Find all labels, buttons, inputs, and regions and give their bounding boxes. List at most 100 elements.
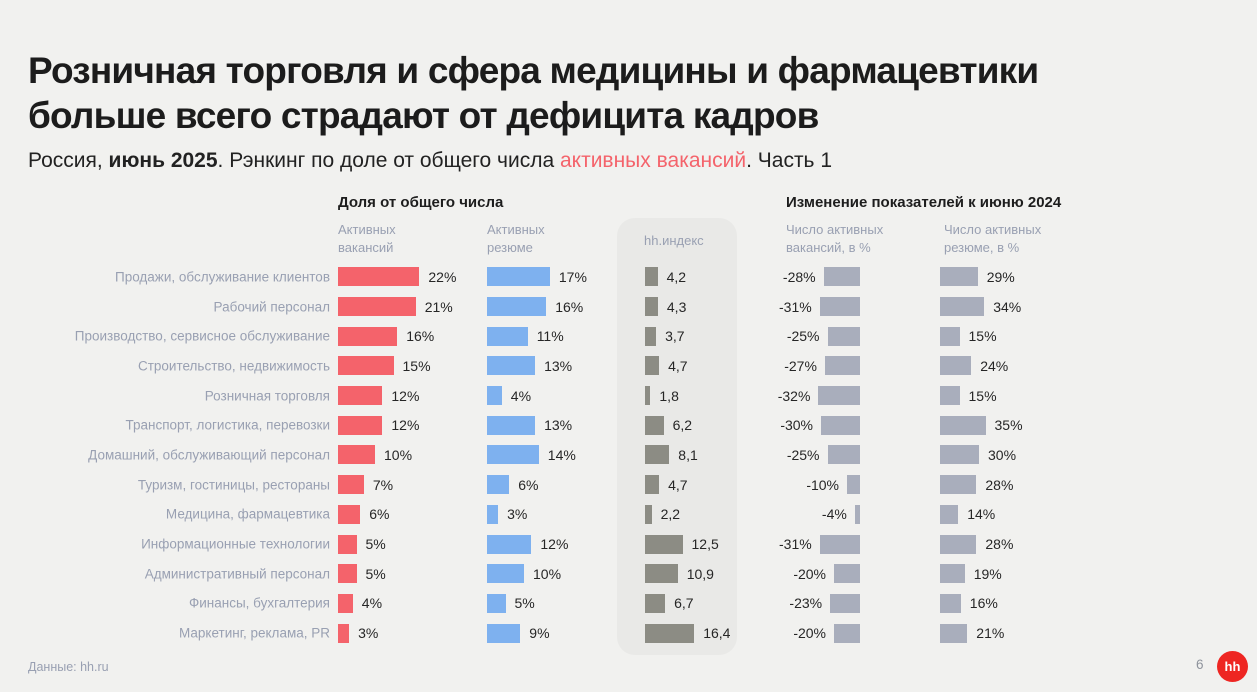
change-resumes-bar — [940, 564, 965, 584]
hh-logo-text: hh — [1224, 659, 1241, 674]
hh-index-bar — [645, 504, 652, 524]
hh-index-value: 6,7 — [674, 595, 694, 612]
resumes-value: 13% — [544, 357, 573, 374]
change-resumes-value: 35% — [994, 417, 1023, 434]
change-vacancies-bar — [821, 415, 860, 435]
vacancies-bar — [338, 623, 350, 643]
category-label: Транспорт, логистика, перевозки — [125, 417, 330, 433]
subtitle-accent: активных вакансий — [559, 149, 747, 172]
vacancies-share-cell: 16% — [338, 321, 434, 351]
hh-index-value: 6,2 — [672, 417, 693, 434]
hh-index-cell: 4,3 — [645, 292, 686, 322]
page-title-line1: Розничная торговля и сфера медицины и фа… — [28, 50, 1039, 91]
resumes-bar — [487, 326, 528, 346]
change-resumes-bar — [940, 297, 985, 317]
resumes-share-cell: 16% — [487, 292, 583, 322]
change-vacancies-bar — [854, 504, 860, 524]
chart-row: Продажи, обслуживание клиентов 22% 17% 4,2 -… — [0, 262, 1257, 292]
change-resumes-bar — [940, 475, 977, 495]
chart-row: Строительство, недвижимость 15% 13% 4,7 -27%… — [0, 351, 1257, 381]
change-vacancies-value: -31% — [779, 536, 812, 553]
resumes-bar — [487, 297, 547, 317]
chart-rows: Продажи, обслуживание клиентов 22% 17% 4,2 -… — [0, 262, 1257, 648]
resumes-bar — [487, 534, 532, 554]
change-vacancies-cell: -25% — [680, 321, 860, 351]
resumes-value: 9% — [529, 625, 550, 642]
subtitle-date: июнь 2025 — [108, 149, 218, 172]
vacancies-value: 4% — [361, 595, 383, 612]
data-source: Данные: hh.ru — [28, 660, 109, 674]
change-vacancies-bar — [824, 356, 860, 376]
vacancies-share-cell: 12% — [338, 410, 419, 440]
hh-index-bar — [645, 475, 660, 495]
category-label: Туризм, гостиницы, рестораны — [137, 477, 330, 493]
hh-index-cell: 12,5 — [645, 529, 719, 559]
resumes-share-cell: 10% — [487, 559, 561, 589]
hh-index-cell: 1,8 — [645, 381, 679, 411]
chart-row: Домашний, обслуживающий персонал 10% 14% 8,… — [0, 440, 1257, 470]
column-header-change-resumes: Число активных резюме, в % — [944, 222, 1042, 255]
change-resumes-value: 34% — [993, 298, 1022, 315]
hh-index-value: 12,5 — [691, 536, 719, 553]
vacancies-share-cell: 7% — [338, 470, 393, 500]
category-label: Домашний, обслуживающий персонал — [88, 447, 330, 463]
resumes-bar — [487, 267, 550, 287]
hh-index-bar — [645, 386, 651, 406]
change-resumes-cell: 14% — [940, 500, 995, 530]
resumes-bar — [487, 475, 510, 495]
vacancies-value: 12% — [391, 387, 420, 404]
change-resumes-bar — [940, 386, 960, 406]
resumes-value: 11% — [536, 328, 564, 345]
hh-index-bar — [645, 326, 657, 346]
resumes-bar — [487, 504, 499, 524]
page-title-line2: больше всего страдают от дефицита кадров — [28, 95, 819, 137]
change-resumes-value: 16% — [969, 595, 998, 612]
chart-row: Медицина, фармацевтика 6% 3% 2,2 -4% 14% — [0, 500, 1257, 530]
vacancies-share-cell: 21% — [338, 292, 453, 322]
change-vacancies-bar — [834, 623, 860, 643]
resumes-bar — [487, 623, 521, 643]
vacancies-value: 5% — [365, 565, 386, 582]
hh-index-cell: 16,4 — [645, 618, 730, 648]
change-resumes-value: 30% — [988, 446, 1017, 463]
hh-index-bar — [645, 564, 678, 584]
vacancies-share-cell: 5% — [338, 559, 386, 589]
chart-row: Производство, сервисное обслуживание 16% 1… — [0, 321, 1257, 351]
change-resumes-value: 14% — [967, 506, 996, 523]
chart-row: Туризм, гостиницы, рестораны 7% 6% 4,7 -10% 2… — [0, 470, 1257, 500]
change-vacancies-cell: -28% — [680, 262, 860, 292]
vacancies-value: 5% — [365, 536, 386, 553]
change-resumes-cell: 21% — [940, 618, 1004, 648]
change-vacancies-cell: -25% — [680, 440, 860, 470]
hh-index-value: 16,4 — [703, 625, 731, 642]
hh-index-cell: 4,7 — [645, 351, 688, 381]
vacancies-bar — [338, 356, 394, 376]
vacancies-bar — [338, 534, 357, 554]
change-vacancies-value: -20% — [793, 625, 826, 642]
subtitle-suffix: . Часть 1 — [746, 149, 833, 172]
vacancies-value: 22% — [428, 268, 457, 285]
change-vacancies-bar — [827, 326, 860, 346]
vacancies-bar — [338, 593, 353, 613]
chart-row: Информационные технологии 5% 12% 12,5 -31% 28… — [0, 529, 1257, 559]
hh-index-value: 3,7 — [665, 328, 685, 345]
vacancies-value: 15% — [402, 357, 431, 374]
vacancies-bar — [338, 445, 375, 465]
vacancies-bar — [338, 504, 361, 524]
change-vacancies-cell: -31% — [680, 292, 860, 322]
hh-index-cell: 4,2 — [645, 262, 686, 292]
change-vacancies-bar — [827, 445, 860, 465]
change-resumes-bar — [940, 504, 959, 524]
hh-index-bar — [645, 593, 666, 613]
section-title-change: Изменение показателей к июню 2024 — [786, 194, 1062, 211]
change-vacancies-cell: -20% — [680, 618, 860, 648]
chart-row: Рабочий персонал 21% 16% 4,3 -31% 34% — [0, 292, 1257, 322]
change-resumes-cell: 24% — [940, 351, 1008, 381]
vacancies-value: 3% — [358, 625, 379, 642]
change-resumes-cell: 29% — [940, 262, 1015, 292]
change-vacancies-bar — [834, 564, 860, 584]
change-resumes-cell: 15% — [940, 381, 997, 411]
hh-index-value: 4,7 — [668, 357, 688, 374]
change-resumes-value: 15% — [968, 328, 997, 345]
